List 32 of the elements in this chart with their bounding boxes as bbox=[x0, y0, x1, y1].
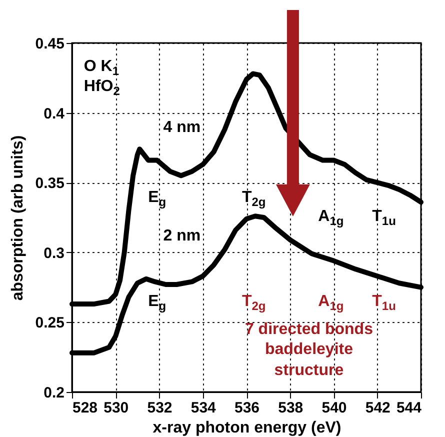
y-tick-label: 0.4 bbox=[44, 105, 66, 122]
annotation: T$_{2g}$ bbox=[242, 292, 266, 313]
annotation: A$_{1g}$ bbox=[318, 292, 344, 313]
x-tick-label: 536 bbox=[234, 400, 260, 416]
x-tick-label: 540 bbox=[322, 400, 347, 416]
annotation: A$_{1g}$ bbox=[318, 208, 344, 228]
x-tick-label: 538 bbox=[278, 400, 304, 416]
x-axis-title: x-ray photon energy (eV) bbox=[152, 420, 342, 436]
annotation: T$_{2g}$ bbox=[242, 188, 266, 209]
annotation: structure bbox=[274, 362, 344, 380]
x-tick-label: 528 bbox=[72, 400, 98, 416]
series-label: 4 nm bbox=[163, 118, 201, 136]
annotation: T$_{1u}$ bbox=[372, 208, 396, 228]
annotation: E$_{g}$ bbox=[148, 292, 166, 313]
series-label: 2 nm bbox=[163, 228, 201, 245]
y-tick-label: 0.3 bbox=[44, 244, 64, 262]
x-tick-label: 542 bbox=[365, 400, 390, 416]
x-tick-label: 544 bbox=[396, 400, 422, 416]
y-tick-label: 0.2 bbox=[44, 384, 64, 402]
y-tick-label: 0.45 bbox=[35, 36, 64, 52]
annotation: baddeleyite bbox=[264, 341, 354, 358]
annotation: T$_{1u}$ bbox=[372, 292, 396, 313]
y-tick-label: 0.25 bbox=[35, 314, 64, 332]
annotation: 7 directed bonds bbox=[244, 320, 374, 338]
x-tick-label: 532 bbox=[147, 400, 172, 416]
y-axis-title: absorption (arb units) bbox=[9, 135, 26, 301]
annotation: E$_{g}$ bbox=[148, 188, 166, 209]
x-tick-label: 534 bbox=[190, 400, 217, 416]
x-tick-label: 530 bbox=[104, 400, 129, 416]
annotation: HfO$_{2}$ bbox=[84, 78, 120, 98]
annotation: O K$_{1}$ bbox=[84, 58, 120, 78]
y-tick-label: 0.35 bbox=[35, 175, 64, 192]
